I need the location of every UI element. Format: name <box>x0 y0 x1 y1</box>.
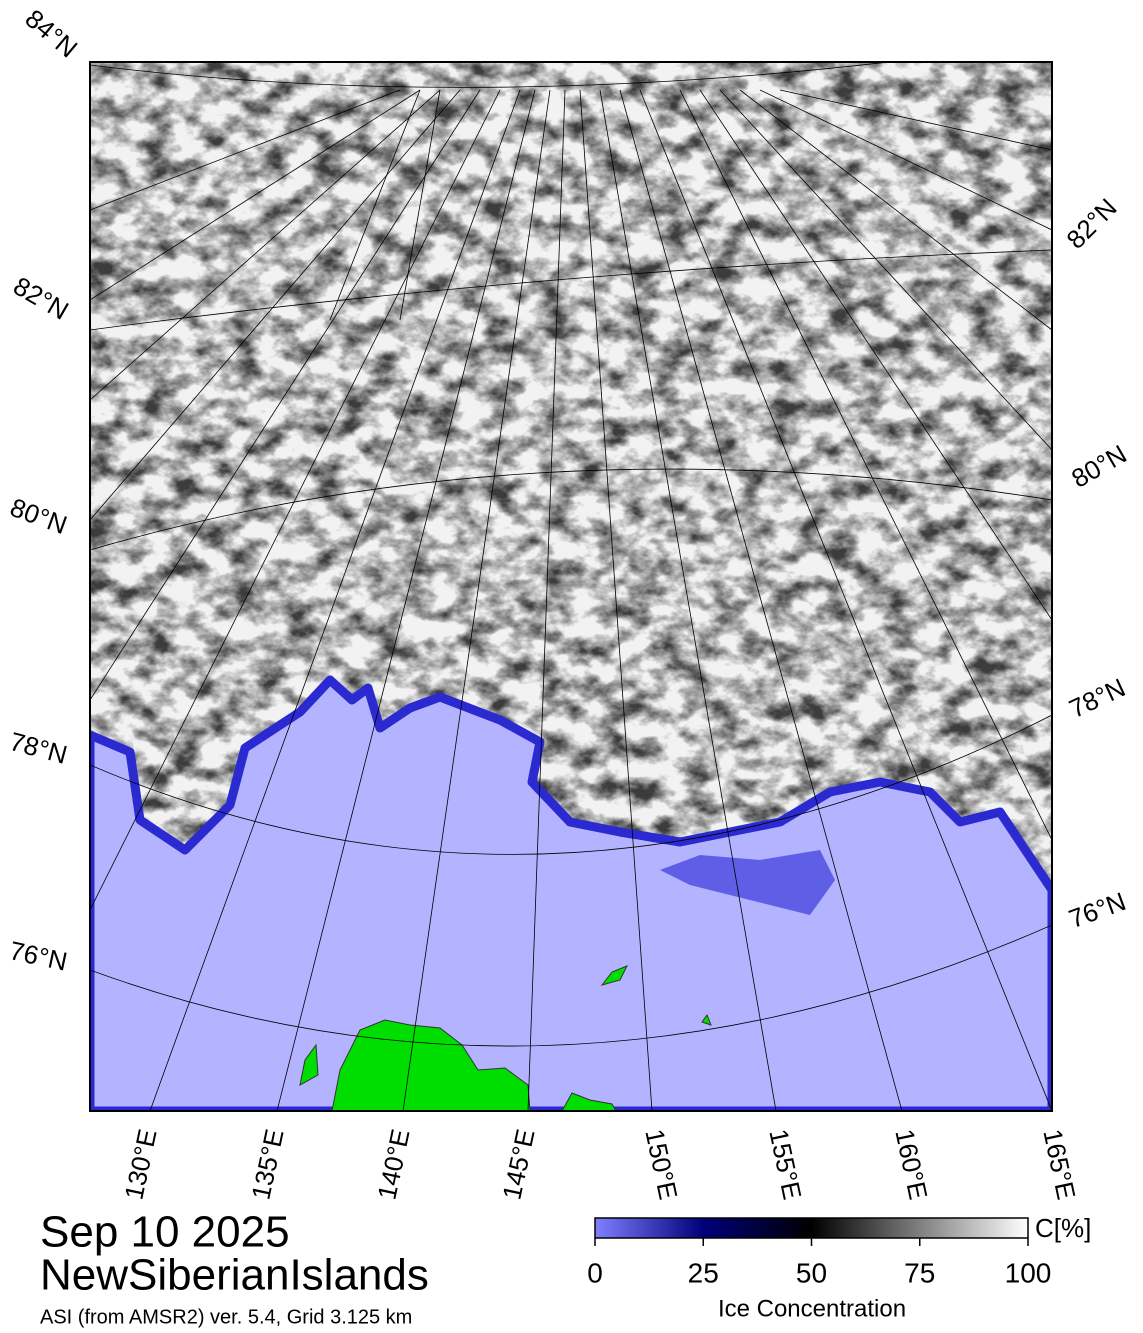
lon-label: 160°E <box>889 1126 933 1202</box>
lon-label: 130°E <box>118 1126 162 1202</box>
islands <box>299 965 712 1111</box>
lat-label: 82°N <box>1060 192 1122 254</box>
date: Sep 10 2025 <box>40 1208 290 1257</box>
lat-label: 76°N <box>7 935 70 976</box>
colorbar-tick-label: 50 <box>796 1257 827 1288</box>
lon-label: 165°E <box>1037 1126 1081 1202</box>
ice-patch <box>660 850 835 915</box>
lat-label: 80°N <box>6 492 71 540</box>
map-frame <box>89 61 1053 1112</box>
colorbar-ramp <box>594 1217 1029 1239</box>
lat-label: 78°N <box>1064 672 1129 724</box>
colorbar-tick-label: 75 <box>904 1257 935 1288</box>
source: ASI (from AMSR2) ver. 5.4, Grid 3.125 km <box>40 1306 412 1328</box>
lat-label: 84°N <box>19 3 83 63</box>
lat-label: 78°N <box>7 726 71 770</box>
lat-label: 82°N <box>8 271 73 326</box>
lon-label: 135°E <box>245 1126 289 1202</box>
colorbar-unit: C[%] <box>1035 1213 1091 1243</box>
lon-label: 140°E <box>371 1126 415 1202</box>
colorbar-tick-label: 100 <box>1005 1257 1052 1288</box>
region: NewSiberianIslands <box>40 1251 429 1300</box>
colorbar: 0 25 50 75 100 <box>587 1217 1052 1288</box>
map-area <box>90 62 1052 1111</box>
graticule <box>90 62 1052 1111</box>
colorbar-tick-label: 25 <box>688 1257 719 1288</box>
colorbar-label: Ice Concentration <box>718 1295 906 1322</box>
lon-label: 150°E <box>639 1126 683 1202</box>
colorbar-tick-label: 0 <box>587 1257 603 1288</box>
lat-label: 76°N <box>1065 886 1130 934</box>
lon-label: 155°E <box>763 1126 807 1202</box>
lon-label: 145°E <box>496 1126 540 1202</box>
open-water <box>90 675 1052 1111</box>
lat-label: 80°N <box>1066 439 1131 494</box>
